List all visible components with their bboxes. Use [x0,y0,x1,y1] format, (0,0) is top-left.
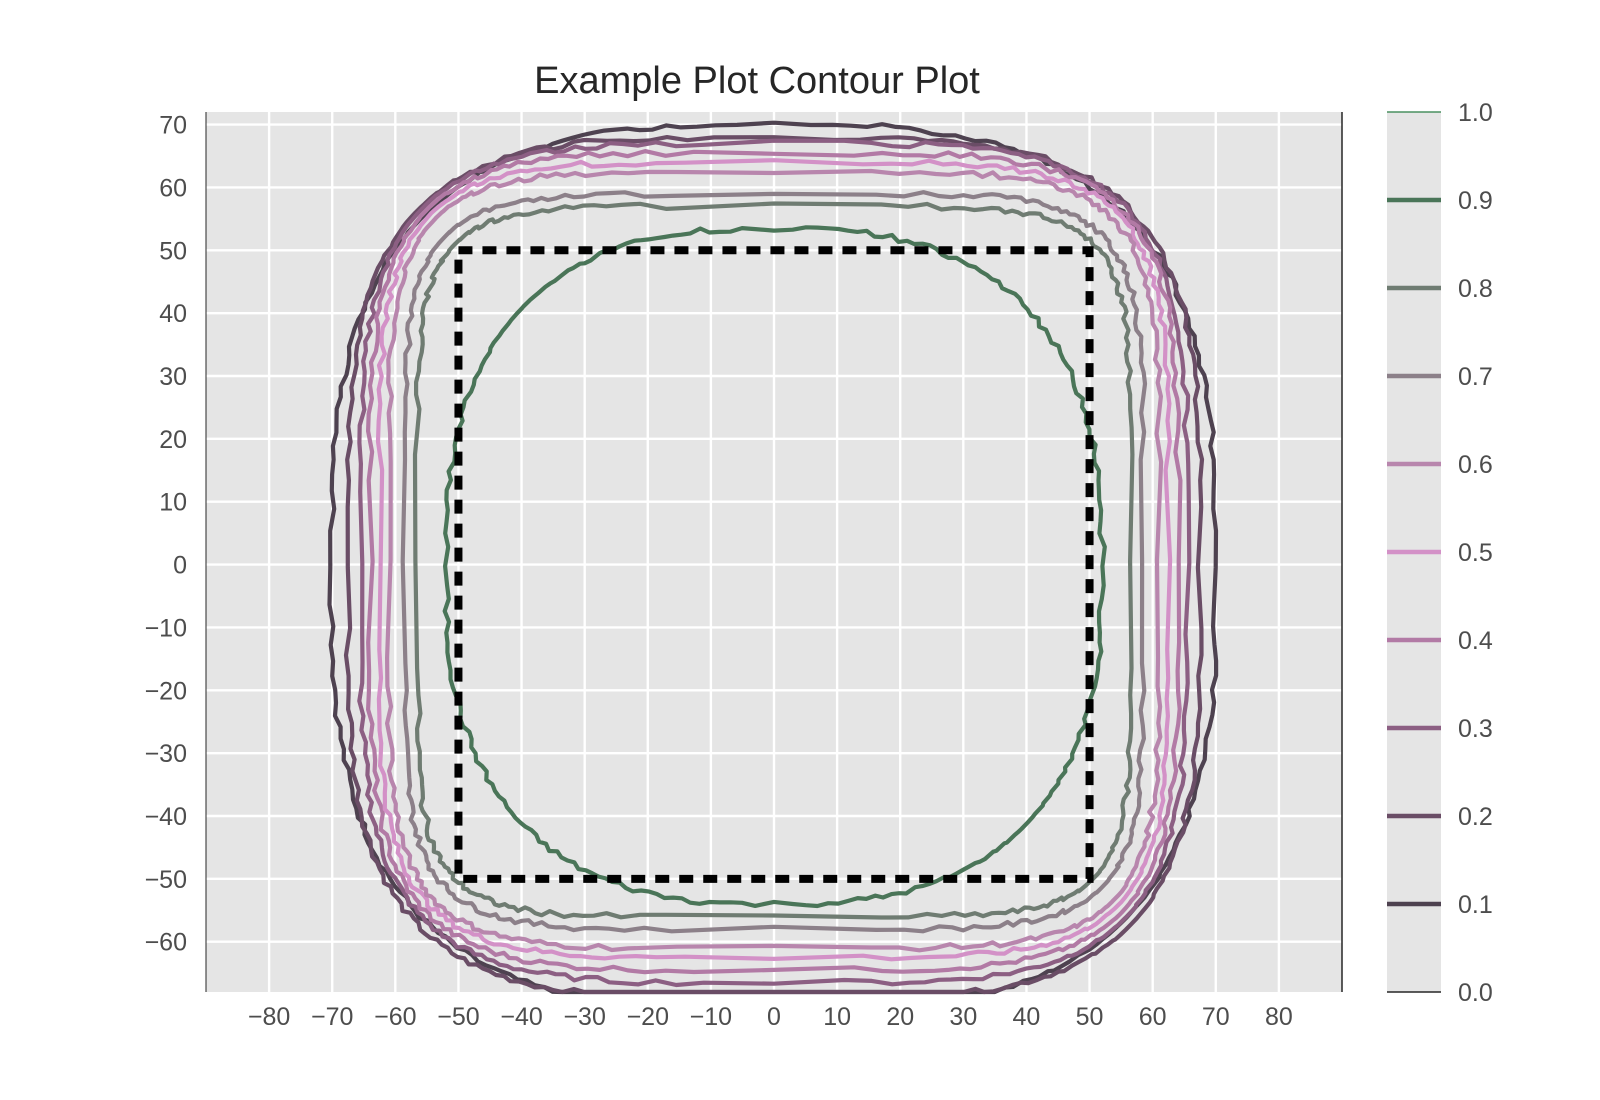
y-tick-label: −10 [145,614,187,642]
chart-title: Example Plot Contour Plot [534,60,980,102]
y-tick-label: −50 [145,866,187,894]
colorbar-tick-label: 0.2 [1458,803,1493,831]
y-tick-label: −30 [145,740,187,768]
contour-line-0.3 [357,138,1192,988]
y-tick-label: 70 [159,112,187,140]
x-tick-label: 0 [767,1003,781,1031]
y-tick-labels: 70 60 50 40 30 20 10 0 −10 −20 −30 −40 −50 −60 [145,112,187,957]
x-tick-label: −20 [627,1003,669,1031]
contour-line-0.8 [412,201,1135,920]
colorbar-tick-label: 0.5 [1458,539,1493,567]
x-tick-label: −30 [563,1003,605,1031]
colorbar-tick-label: 0.7 [1458,363,1493,391]
x-tick-label: −10 [690,1003,732,1031]
contour-line-0.9 [442,225,1107,909]
colorbar-tick-label: 0.0 [1458,979,1493,1007]
x-tick-label: 50 [1076,1003,1104,1031]
colorbar-tick-label: 1.0 [1458,99,1493,127]
colorbar-tick-label: 0.6 [1458,451,1493,479]
x-tick-label: −80 [248,1003,290,1031]
x-tick-label: −50 [437,1003,479,1031]
colorbar-tick-label: 0.8 [1458,275,1493,303]
y-tick-label: 20 [159,426,187,454]
x-tick-label: −40 [500,1003,542,1031]
x-tick-label: −60 [374,1003,416,1031]
y-tick-label: −60 [145,929,187,957]
x-tick-label: −70 [311,1003,353,1031]
colorbar-tick-label: 0.3 [1458,715,1493,743]
x-tick-label: 60 [1139,1003,1167,1031]
y-tick-label: 10 [159,489,187,517]
contour-line-0.7 [400,190,1148,934]
reference-box [454,246,1094,883]
colorbar-tick-label: 0.4 [1458,627,1493,655]
contour-line-0.5 [375,158,1173,962]
y-tick-label: −20 [145,677,187,705]
y-tick-label: 40 [159,300,187,328]
colorbar: 1.0 0.9 0.8 0.7 0.6 0.5 0.4 0.3 0.2 0.1 0.0 [1387,99,1493,1007]
x-tick-label: 40 [1013,1003,1041,1031]
contour-line-0.4 [366,149,1183,975]
x-tick-labels: −80 −70 −60 −50 −40 −30 −20 −10 0 10 20 30 40 50 60 70 8… [248,1003,1293,1031]
x-tick-label: 30 [949,1003,977,1031]
contour-line-0.6 [385,168,1164,953]
y-tick-label: 30 [159,363,187,391]
y-tick-label: −40 [145,803,187,831]
contour-lines [327,120,1219,995]
x-tick-label: 80 [1265,1003,1293,1031]
y-tick-label: 0 [173,552,187,580]
x-tick-label: 20 [886,1003,914,1031]
colorbar-tick-label: 0.1 [1458,891,1493,919]
y-tick-label: 50 [159,237,187,265]
y-tick-label: 60 [159,174,187,202]
colorbar-tick-label: 0.9 [1458,187,1493,215]
x-tick-label: 10 [823,1003,851,1031]
x-tick-label: 70 [1202,1003,1230,1031]
